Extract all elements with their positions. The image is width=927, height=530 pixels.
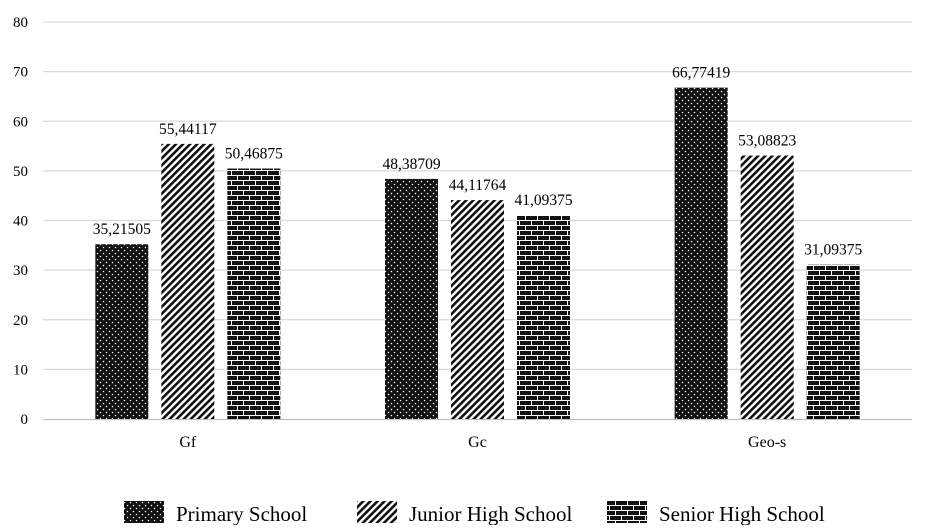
data-label: 53,08823 <box>738 133 796 150</box>
legend: Primary School Junior High School Senior H… <box>124 501 825 526</box>
y-tick-label: 0 <box>21 412 29 428</box>
bar-primary-school-gc <box>385 178 438 419</box>
x-tick-label: Gf <box>179 434 197 451</box>
x-tick-label: Geo-s <box>748 434 786 451</box>
y-axis-tick-labels: 0 10 20 30 40 50 60 70 80 <box>13 15 28 428</box>
data-label: 50,46875 <box>225 146 283 163</box>
data-label: 41,09375 <box>514 192 572 209</box>
bar-senior-high-school-gf <box>227 168 281 419</box>
data-labels: 35,21505 55,44117 50,46875 48,38709 44,11764… <box>93 65 863 259</box>
bars <box>95 87 860 419</box>
bar-primary-school-geo-s <box>674 87 728 419</box>
data-label: 55,44117 <box>159 121 217 138</box>
y-tick-label: 20 <box>13 313 28 329</box>
y-tick-label: 10 <box>13 362 28 378</box>
data-label: 48,38709 <box>382 156 440 173</box>
legend-label: Junior High School <box>409 502 573 525</box>
x-axis-tick-labels: Gf Gc Geo-s <box>179 434 786 451</box>
bar-junior-high-school-geo-s <box>740 155 794 419</box>
y-tick-label: 70 <box>13 65 28 81</box>
legend-swatch-junior-high-school <box>357 501 397 523</box>
data-label: 66,77419 <box>672 65 730 82</box>
y-tick-label: 30 <box>13 263 28 279</box>
y-tick-label: 60 <box>13 114 28 130</box>
legend-swatch-primary-school <box>124 501 164 523</box>
bar-primary-school-gf <box>95 244 149 419</box>
bar-senior-high-school-geo-s <box>806 264 860 419</box>
legend-swatch-senior-high-school <box>607 501 647 523</box>
y-tick-label: 50 <box>13 164 28 180</box>
legend-label: Primary School <box>176 502 307 525</box>
bar-junior-high-school-gc <box>451 200 504 419</box>
y-tick-label: 40 <box>13 214 28 230</box>
bar-senior-high-school-gc <box>517 215 570 419</box>
bar-junior-high-school-gf <box>161 143 215 419</box>
data-label: 35,21505 <box>93 221 151 238</box>
data-label: 44,11764 <box>449 177 507 194</box>
data-label: 31,09375 <box>804 242 862 259</box>
legend-label: Senior High School <box>659 502 825 525</box>
x-tick-label: Gc <box>468 434 487 451</box>
y-tick-label: 80 <box>13 15 28 31</box>
